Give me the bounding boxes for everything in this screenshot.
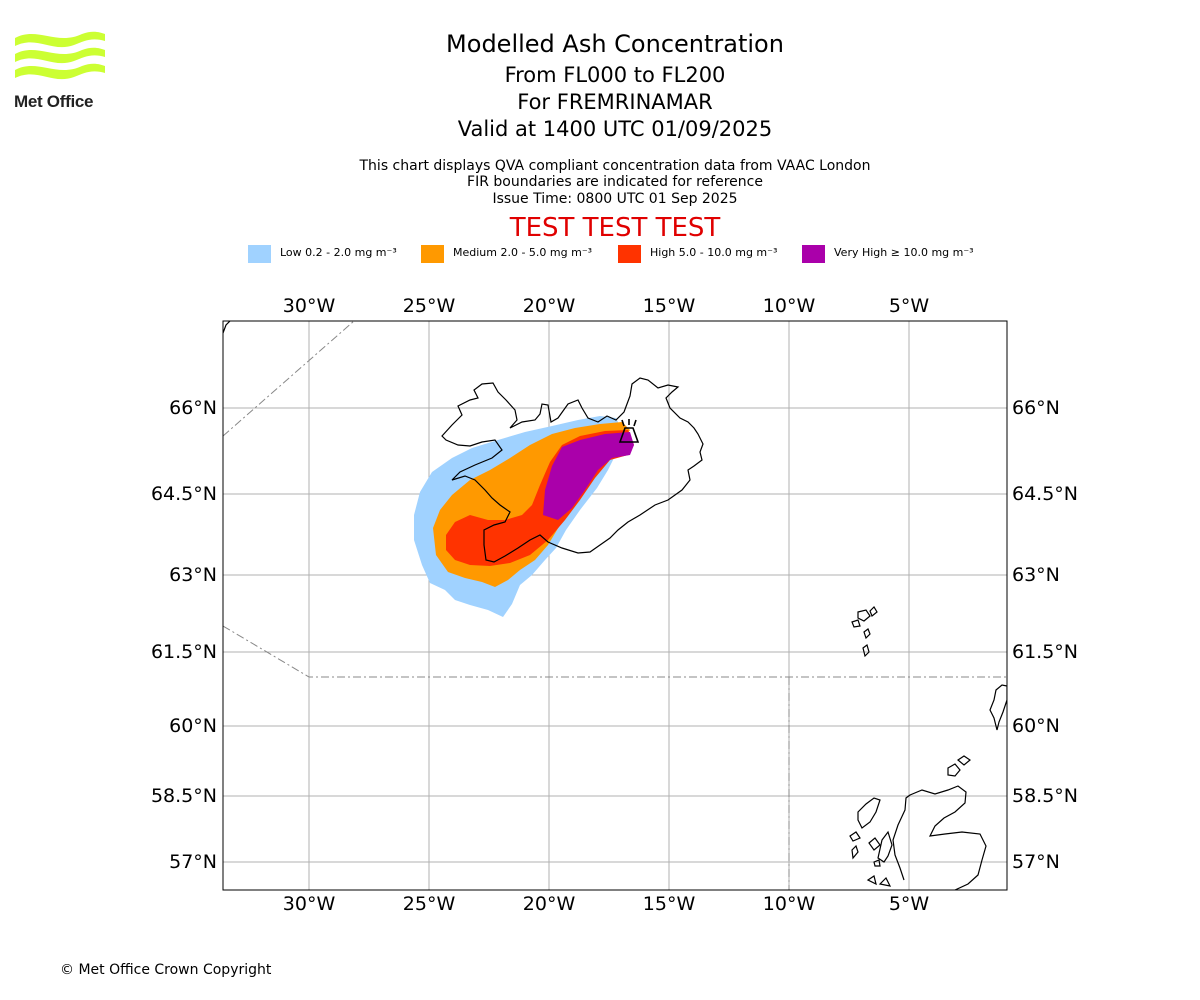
legend-swatch-very-high <box>802 245 825 263</box>
lat-label: 61.5°N <box>1012 641 1078 663</box>
lat-label: 64.5°N <box>151 483 217 505</box>
lat-label: 60°N <box>169 715 217 737</box>
issue-time: Issue Time: 0800 UTC 01 Sep 2025 <box>492 191 738 207</box>
flight-levels: From FL000 to FL200 <box>504 63 726 87</box>
legend-label-medium: Medium 2.0 - 5.0 mg m⁻³ <box>453 246 593 259</box>
lat-label: 61.5°N <box>151 641 217 663</box>
lon-label: 5°W <box>889 295 930 317</box>
legend-label-very-high: Very High ≥ 10.0 mg m⁻³ <box>834 246 974 259</box>
lat-label: 66°N <box>1012 397 1060 419</box>
lat-label: 66°N <box>169 397 217 419</box>
lon-label: 10°W <box>763 295 816 317</box>
lon-labels-top: 30°W 25°W 20°W 15°W 10°W 5°W <box>283 295 930 317</box>
lat-label: 57°N <box>169 851 217 873</box>
lat-label: 58.5°N <box>1012 785 1078 807</box>
legend-swatch-high <box>618 245 641 263</box>
lon-label: 10°W <box>763 893 816 915</box>
legend-label-low: Low 0.2 - 2.0 mg m⁻³ <box>280 246 397 259</box>
lat-label: 63°N <box>169 564 217 586</box>
copyright: © Met Office Crown Copyright <box>60 962 272 978</box>
lon-label: 15°W <box>643 295 696 317</box>
valid-time: Valid at 1400 UTC 01/09/2025 <box>457 117 773 141</box>
lon-label: 20°W <box>523 295 576 317</box>
map-frame <box>222 320 1008 891</box>
lon-label: 25°W <box>403 893 456 915</box>
lon-label: 5°W <box>889 893 930 915</box>
lon-label: 30°W <box>283 893 336 915</box>
lat-label: 60°N <box>1012 715 1060 737</box>
lat-labels-right: 66°N 64.5°N 63°N 61.5°N 60°N 58.5°N 57°N <box>1012 397 1078 873</box>
met-office-logo <box>12 28 112 118</box>
region-name: For FREMRINAMAR <box>517 90 713 114</box>
lon-label: 25°W <box>403 295 456 317</box>
fir-boundaries <box>223 321 1007 890</box>
lon-label: 15°W <box>643 893 696 915</box>
scotland-coastline <box>892 785 987 890</box>
chart-title: Modelled Ash Concentration <box>446 30 784 58</box>
test-banner: TEST TEST TEST <box>509 213 721 243</box>
lon-label: 20°W <box>523 893 576 915</box>
iceland-coastline <box>441 377 704 563</box>
subtitle-source: This chart displays QVA compliant concen… <box>359 158 871 174</box>
lat-label: 63°N <box>1012 564 1060 586</box>
subtitle-fir: FIR boundaries are indicated for referen… <box>467 174 763 190</box>
legend-swatch-medium <box>421 245 444 263</box>
lat-label: 57°N <box>1012 851 1060 873</box>
legend-label-high: High 5.0 - 10.0 mg m⁻³ <box>650 246 778 259</box>
lat-label: 64.5°N <box>1012 483 1078 505</box>
lon-labels-bottom: 30°W 25°W 20°W 15°W 10°W 5°W <box>283 893 930 915</box>
ash-very-high-area <box>543 432 634 520</box>
lat-label: 58.5°N <box>151 785 217 807</box>
lon-label: 30°W <box>283 295 336 317</box>
gridlines <box>223 321 1007 890</box>
legend-swatch-low <box>248 245 271 263</box>
volcano-icon <box>618 419 640 443</box>
met-office-wave-icon <box>15 31 105 80</box>
lat-labels-left: 66°N 64.5°N 63°N 61.5°N 60°N 58.5°N 57°N <box>151 397 217 873</box>
met-office-logo-text: Met Office <box>14 92 94 111</box>
coastlines <box>223 321 1007 890</box>
